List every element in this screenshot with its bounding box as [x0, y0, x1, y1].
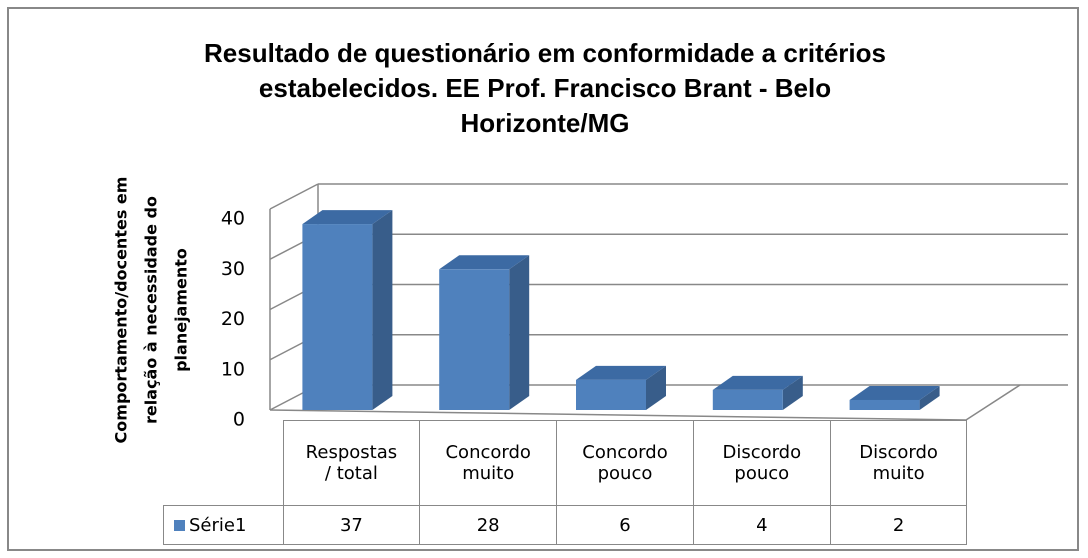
bar	[439, 269, 510, 410]
bar	[849, 399, 920, 410]
bar-side	[646, 365, 666, 410]
bar-top	[849, 385, 940, 400]
bar	[712, 389, 783, 410]
y-axis-label: planejamento	[172, 248, 191, 372]
x-tick-label: Respostas / total	[282, 420, 421, 506]
x-tick-label: Concordo pouco	[556, 420, 694, 506]
data-label: 2	[829, 505, 968, 545]
legend-label: Série1	[189, 514, 247, 536]
data-table: Respostas / total Concordo muito Concordo …	[163, 420, 968, 545]
bar-top	[712, 375, 803, 390]
x-tick-label: Concordo muito	[419, 420, 558, 506]
bar	[576, 379, 646, 410]
data-label: 37	[282, 505, 421, 545]
bar-side	[782, 375, 803, 410]
data-label: 28	[419, 505, 558, 545]
bar-top	[576, 365, 666, 380]
bar-side	[919, 385, 940, 410]
y-tick-label: 20	[221, 308, 245, 330]
chart-title: Horizonte/MG	[461, 108, 630, 138]
legend-key	[174, 519, 185, 531]
bar-top	[302, 210, 393, 225]
y-tick-label: 0	[233, 409, 245, 431]
y-axis-label: Comportamento/docentes em	[112, 177, 131, 444]
y-tick-label: 40	[221, 208, 245, 230]
blank-cell	[164, 421, 284, 506]
data-label: 6	[556, 505, 694, 545]
bar-side	[509, 255, 530, 410]
bar-side	[372, 210, 393, 410]
y-axis-label: relação à necessidade do	[142, 196, 161, 424]
data-label: 4	[692, 505, 831, 545]
chart-title: Resultado de questionário em conformidad…	[204, 38, 886, 68]
x-tick-label: Discordo pouco	[692, 420, 831, 506]
chart-title: estabelecidos. EE Prof. Francisco Brant …	[259, 73, 831, 103]
y-tick-label: 10	[221, 358, 245, 380]
legend-entry: Série1	[163, 505, 284, 545]
grid-line	[269, 183, 319, 210]
bar-top	[439, 255, 530, 270]
x-tick-label: Discordo muito	[829, 420, 968, 506]
y-tick-label: 30	[221, 258, 245, 280]
bar	[302, 224, 373, 410]
